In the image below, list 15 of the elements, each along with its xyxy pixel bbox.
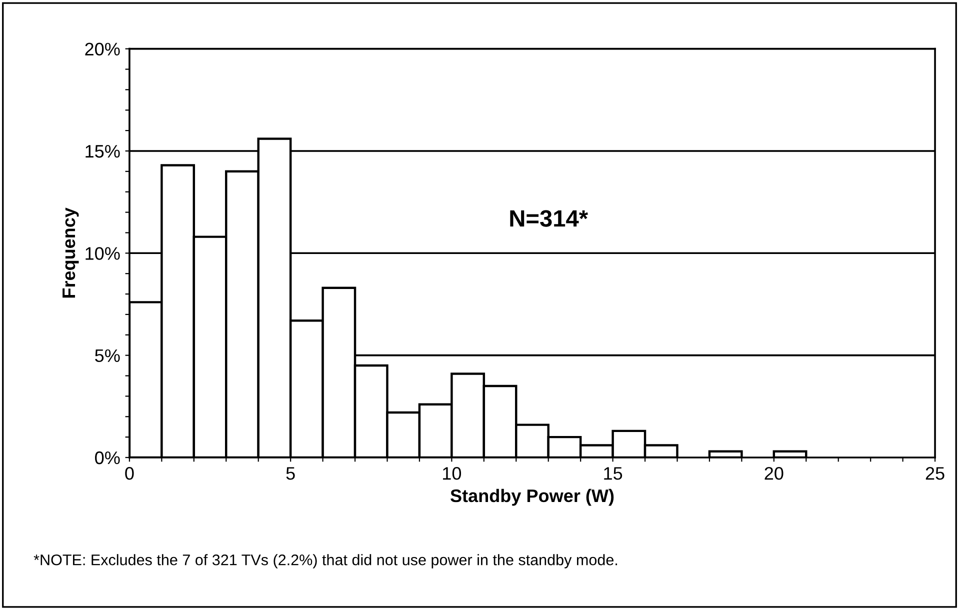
annotation: N=314* bbox=[510, 210, 588, 227]
y-tick-label: 5% bbox=[95, 349, 120, 362]
x-tick-label: 15 bbox=[604, 467, 622, 480]
x-tick-label: 0 bbox=[125, 467, 134, 480]
y-tick-label: 15% bbox=[86, 144, 120, 158]
x-tick-label: 25 bbox=[926, 467, 944, 480]
text: *NOTE: Excludes the 7 of 321 TVs (2.2%) that did not use power in the standby mode. bbox=[34, 554, 618, 568]
y-tick-label: 20% bbox=[85, 42, 120, 56]
x-tick-label: 10 bbox=[443, 467, 462, 480]
y-tick-label: 10% bbox=[86, 247, 120, 260]
y-tick-label: 0% bbox=[95, 451, 120, 464]
x-tick-label: 5 bbox=[286, 467, 295, 480]
y-axis-title: Frequency bbox=[62, 208, 79, 298]
x-tick-label: 20 bbox=[764, 467, 784, 480]
x-axis-title: Standby Power (W) bbox=[450, 488, 614, 506]
